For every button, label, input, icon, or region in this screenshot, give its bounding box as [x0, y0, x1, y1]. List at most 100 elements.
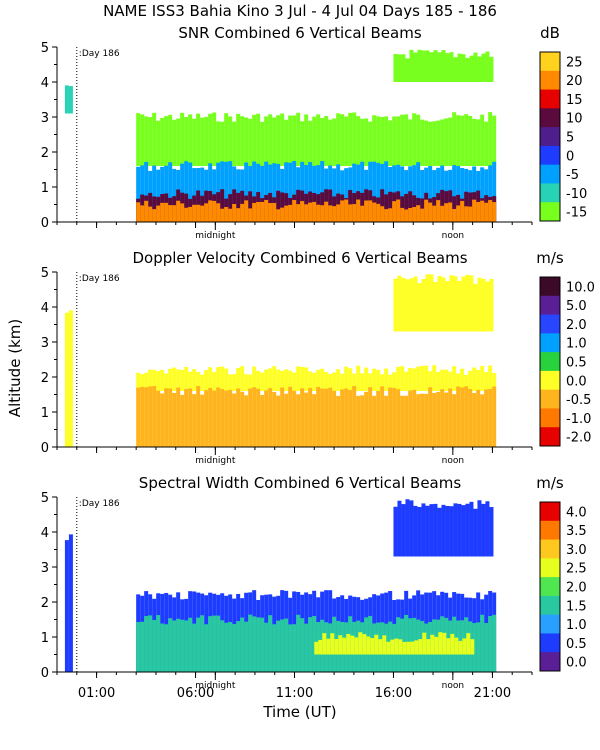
data-cell: [252, 202, 257, 222]
data-cell: [144, 616, 149, 672]
data-cell: [220, 620, 225, 672]
data-cell: [352, 373, 357, 391]
data-cell: [240, 391, 245, 447]
data-cell: [400, 366, 405, 391]
data-cell: [488, 200, 493, 222]
data-cell: [156, 205, 161, 222]
data-cell: [64, 312, 69, 447]
data-cell: [172, 367, 177, 391]
data-cell: [328, 205, 333, 222]
data-cell: [454, 637, 459, 655]
data-cell: [172, 205, 177, 222]
data-cell: [292, 115, 297, 166]
data-cell: [140, 114, 145, 166]
data-cell: [429, 504, 434, 557]
y-tick-label: 5: [41, 41, 49, 56]
data-cell: [408, 119, 413, 166]
colorbar-label: 15: [566, 93, 583, 108]
data-cell: [276, 369, 281, 391]
colorbar: 25 20 15 10 5 0 -5 -10 -15: [539, 51, 587, 222]
data-cell: [216, 121, 221, 166]
data-cell: [330, 633, 335, 655]
data-cell: [328, 387, 333, 447]
data-cell: [452, 366, 457, 391]
data-cell: [485, 51, 490, 82]
data-cell: [360, 205, 365, 222]
data-cell: [440, 389, 445, 447]
chart-panel-2: Doppler Velocity Combined 6 Vertical Bea…: [41, 249, 595, 466]
data-cell: [408, 368, 413, 391]
data-cell: [220, 189, 225, 222]
data-cell: [168, 162, 173, 222]
data-cell: [378, 639, 383, 655]
data-cell: [440, 205, 445, 222]
data-cell: [416, 394, 421, 447]
data-cell: [340, 200, 345, 222]
data-cell: [192, 623, 197, 672]
data-cell: [492, 115, 497, 166]
data-cell: [164, 388, 169, 447]
data-cell: [328, 373, 333, 391]
x-tick-label: 16:00: [375, 686, 412, 701]
data-cell: [196, 372, 201, 391]
data-cell: [472, 392, 477, 447]
data-cell: [350, 635, 355, 655]
data-cell: [188, 617, 193, 672]
data-cell: [264, 622, 269, 672]
data-cell: [168, 205, 173, 222]
data-cell: [268, 203, 273, 222]
data-cell: [188, 371, 193, 391]
data-cell: [280, 387, 285, 447]
day-marker-label: :Day 186: [79, 274, 120, 284]
data-cell: [344, 366, 349, 391]
data-cell: [404, 395, 409, 447]
data-cell: [461, 505, 466, 557]
data-cell: [304, 367, 309, 391]
y-tick-label: 4: [41, 76, 49, 91]
colorbar-label: 10: [566, 112, 583, 127]
data-cell: [144, 161, 149, 222]
data-cell: [392, 201, 397, 222]
data-cell: [288, 624, 293, 672]
data-cell: [480, 614, 485, 672]
data-cell: [264, 161, 269, 222]
data-cell: [376, 162, 381, 222]
data-cell: [144, 200, 149, 222]
data-cell: [208, 367, 213, 391]
data-cell: [308, 617, 313, 672]
data-cell: [296, 204, 301, 222]
data-cell: [420, 366, 425, 391]
colorbar-label: 5.0: [566, 299, 587, 314]
data-cell: [390, 639, 395, 655]
y-tick-label: 4: [41, 301, 49, 316]
data-cell: [212, 372, 217, 391]
data-cell: [433, 50, 438, 82]
data-cell: [280, 192, 285, 222]
colorbar-segment: [540, 577, 560, 597]
data-cell: [438, 632, 443, 655]
data-cell: [300, 388, 305, 447]
data-cell: [492, 373, 497, 391]
y-tick-label: 3: [41, 111, 49, 126]
data-cell: [244, 374, 249, 391]
data-cell: [405, 499, 410, 557]
data-cell: [168, 388, 173, 447]
data-cell: [458, 640, 463, 655]
y-tick-label: 3: [41, 336, 49, 351]
data-cell: [368, 387, 373, 447]
data-cell: [342, 637, 347, 655]
data-cell: [228, 194, 233, 222]
data-cell: [469, 501, 474, 557]
colorbar-label: 0.5: [566, 356, 587, 371]
data-cell: [460, 387, 465, 447]
data-cell: [204, 370, 209, 391]
data-cell: [405, 279, 410, 332]
data-cell: [428, 371, 433, 391]
y-tick-label: 5: [41, 266, 49, 281]
data-cell: [424, 365, 429, 391]
data-cell: [284, 369, 289, 391]
data-cell: [468, 370, 473, 391]
data-cell: [421, 50, 426, 82]
data-cell: [188, 162, 193, 222]
